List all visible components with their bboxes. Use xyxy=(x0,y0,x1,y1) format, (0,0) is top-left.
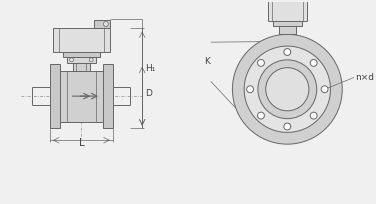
Circle shape xyxy=(310,112,317,119)
Text: D: D xyxy=(145,89,152,98)
Bar xyxy=(50,64,60,129)
Text: H₁: H₁ xyxy=(145,64,156,73)
Bar xyxy=(103,64,113,129)
Circle shape xyxy=(232,34,342,144)
Text: K: K xyxy=(204,57,210,66)
Bar xyxy=(60,71,103,122)
Bar xyxy=(273,21,302,27)
Bar xyxy=(279,27,296,34)
Circle shape xyxy=(70,58,74,62)
Bar xyxy=(295,0,307,1)
Circle shape xyxy=(321,86,328,93)
Bar xyxy=(67,57,96,63)
Bar xyxy=(63,52,100,57)
Circle shape xyxy=(284,123,291,130)
Circle shape xyxy=(266,68,309,111)
Bar xyxy=(94,20,110,28)
Circle shape xyxy=(89,58,93,62)
Circle shape xyxy=(258,112,264,119)
Text: L: L xyxy=(79,138,84,148)
Bar xyxy=(268,1,307,21)
Text: n×d: n×d xyxy=(355,73,374,82)
Circle shape xyxy=(258,60,264,66)
Circle shape xyxy=(310,60,317,66)
Circle shape xyxy=(103,22,108,27)
Bar xyxy=(53,28,110,52)
Circle shape xyxy=(258,60,317,119)
Bar xyxy=(73,63,90,71)
Circle shape xyxy=(247,86,253,93)
Circle shape xyxy=(284,49,291,55)
Circle shape xyxy=(244,46,331,132)
